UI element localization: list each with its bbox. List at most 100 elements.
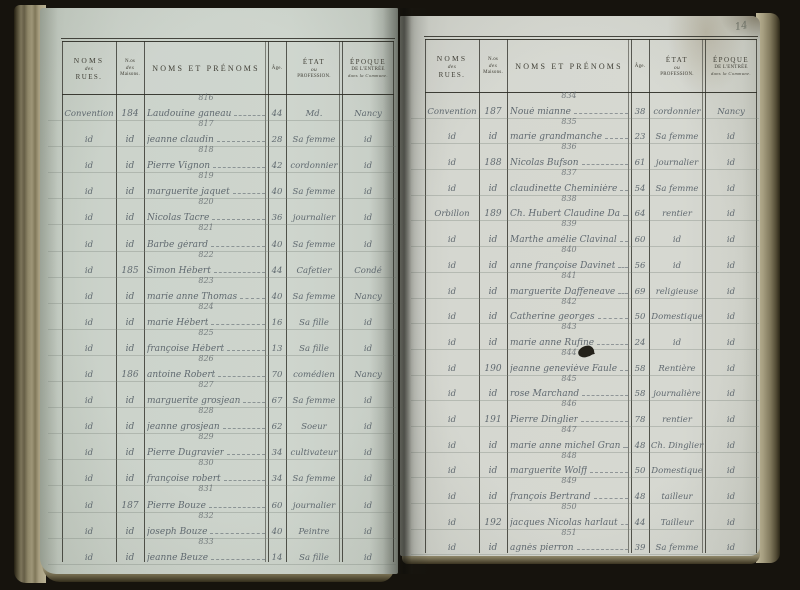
house-number-cell: id	[125, 291, 135, 302]
street-cell: id	[447, 132, 457, 143]
leader-dashes	[593, 497, 628, 499]
name-text: agnès pierron	[510, 543, 574, 554]
age-cell: 44	[271, 265, 283, 276]
age-cell: 13	[271, 343, 283, 354]
profession-cell: Sa fille	[299, 552, 329, 563]
header-names: NOMS ET PRÉNOMS	[152, 63, 260, 73]
age-cell: 23	[634, 132, 646, 143]
name-text: Laudouine ganeau	[147, 109, 232, 120]
entry-number: 850	[561, 502, 577, 511]
street-cell: id	[447, 414, 457, 425]
register-row: id 191 Pierre Dinglier 78 rentier id	[425, 415, 757, 426]
profession-cell: rentier	[662, 414, 692, 425]
street-cell: id	[84, 474, 94, 485]
register-entry: 822 id 185 Simon Hébert 44 Cafetier Cond…	[48, 250, 396, 279]
register-entry: 818 id id Pierre Vignon 42 cordonnier id	[48, 145, 396, 174]
entry-number: 836	[561, 142, 577, 152]
leader-dashes	[618, 292, 628, 294]
profession-cell: tailleur	[661, 492, 693, 502]
register-row: id 186 antoine Robert 70 comédien Nancy	[62, 370, 394, 381]
profession-cell: Sa femme	[292, 396, 336, 407]
left-entries: 816 Convention 184 Laudouine ganeau 44 M…	[48, 93, 396, 568]
profession-cell: rentier	[662, 209, 692, 220]
register-row: id id marie Hébert 16 Sa fille id	[62, 318, 394, 329]
name-cell: joseph Bouze	[144, 527, 268, 538]
profession-cell: Tailleur	[660, 517, 694, 528]
street-cell: id	[84, 500, 94, 511]
age-cell: 60	[271, 500, 283, 511]
register-row: id id marie anne Thomas 40 Sa femme Nanc…	[62, 292, 394, 303]
header-names: NOMS ET PRÉNOMS	[515, 61, 623, 71]
header-age: Âge.	[271, 65, 283, 71]
epoch-cell: id	[726, 517, 736, 528]
name-text: françoise robert	[147, 474, 221, 485]
name-cell: françois Bertrand	[507, 492, 631, 503]
name-cell: antoine Robert	[144, 370, 268, 381]
leader-dashes	[623, 214, 628, 217]
house-number-cell: id	[125, 187, 135, 198]
entry-number: 819	[198, 171, 214, 181]
register-entry: 842 id id Catherine georges 50 Domestiqu…	[411, 297, 759, 326]
register-row: id id Nicolas Tacre 36 journalier id	[62, 213, 394, 224]
register-row: id id marie grandmanche 23 Sa femme id	[425, 132, 757, 143]
name-text: Nicolas Bufson	[510, 158, 579, 169]
name-text: jacques Nicolas harlaut	[510, 517, 618, 528]
register-entry: 838 Orbillon 189 Ch. Hubert Claudine Dav…	[411, 194, 759, 223]
epoch-cell: id	[726, 389, 736, 400]
age-cell: 39	[634, 543, 646, 554]
age-cell: 64	[634, 209, 646, 220]
age-cell: 40	[271, 291, 283, 302]
entry-number: 847	[561, 424, 577, 434]
name-text: marie anne michel Grand	[510, 440, 620, 451]
house-number-cell: id	[488, 466, 498, 477]
street-cell: id	[84, 213, 94, 224]
age-cell: 48	[634, 492, 646, 502]
leader-dashes	[210, 532, 265, 534]
register-entry: 824 id id marie Hébert 16 Sa fille id	[48, 302, 396, 331]
name-cell: Pierre Dugravier	[144, 448, 268, 459]
name-text: Pierre Vignon	[147, 161, 211, 172]
epoch-cell: id	[363, 422, 373, 433]
house-number-cell: 184	[121, 109, 139, 120]
entry-number: 818	[198, 145, 214, 155]
epoch-cell: Condé	[354, 265, 382, 276]
register-row: id id claudinette Cheminière 54 Sa femme…	[425, 184, 757, 195]
entry-number: 834	[561, 91, 577, 100]
leader-dashes	[573, 112, 628, 114]
register-row: id id agnès pierron 39 Sa femme id	[425, 543, 757, 554]
name-text: jeanne geneviève Faule	[510, 363, 618, 374]
register-entry: 849 id id françois Bertrand 48 tailleur …	[411, 476, 759, 505]
name-cell: marguerite Wolff	[507, 466, 631, 477]
name-cell: marie anne Thomas	[144, 292, 268, 303]
age-cell: 34	[271, 474, 283, 485]
epoch-cell: id	[726, 158, 736, 169]
leader-dashes	[212, 218, 265, 221]
name-cell: marie Hébert	[144, 318, 268, 329]
name-cell: jeanne Beuze	[144, 553, 268, 564]
age-cell: 60	[634, 235, 646, 246]
name-text: Pierre Bouze	[147, 500, 206, 511]
register-entry: 845 id id rose Marchand 58 journalière i…	[411, 374, 759, 403]
register-row: id id Pierre Vignon 42 cordonnier id	[62, 161, 394, 172]
age-cell: 61	[634, 158, 646, 169]
age-cell: 44	[634, 517, 646, 528]
age-cell: 67	[271, 396, 283, 407]
profession-cell: Cafetier	[296, 265, 332, 276]
profession-cell: Domestique	[651, 466, 703, 477]
name-cell: rose Marchand	[507, 389, 631, 400]
epoch-cell: Nancy	[354, 291, 382, 302]
register-row: id id marie anne Rufine 24 id id	[425, 338, 757, 349]
leader-dashes	[619, 240, 628, 243]
register-row: id id rose Marchand 58 journalière id	[425, 389, 757, 400]
profession-cell: journalier	[292, 213, 336, 224]
leader-dashes	[623, 446, 628, 448]
header-profession: ÉTAT ou PROFESSION.	[660, 55, 694, 77]
entry-number: 843	[561, 322, 577, 332]
register-entry: 837 id id claudinette Cheminière 54 Sa f…	[411, 168, 759, 197]
house-number-cell: id	[125, 161, 135, 172]
street-cell: id	[447, 183, 457, 194]
register-entry: 847 id id marie anne michel Grand 48 Ch.…	[411, 424, 759, 454]
street-cell: id	[84, 161, 94, 172]
house-number-cell: id	[488, 235, 498, 246]
house-number-cell: id	[125, 135, 135, 146]
